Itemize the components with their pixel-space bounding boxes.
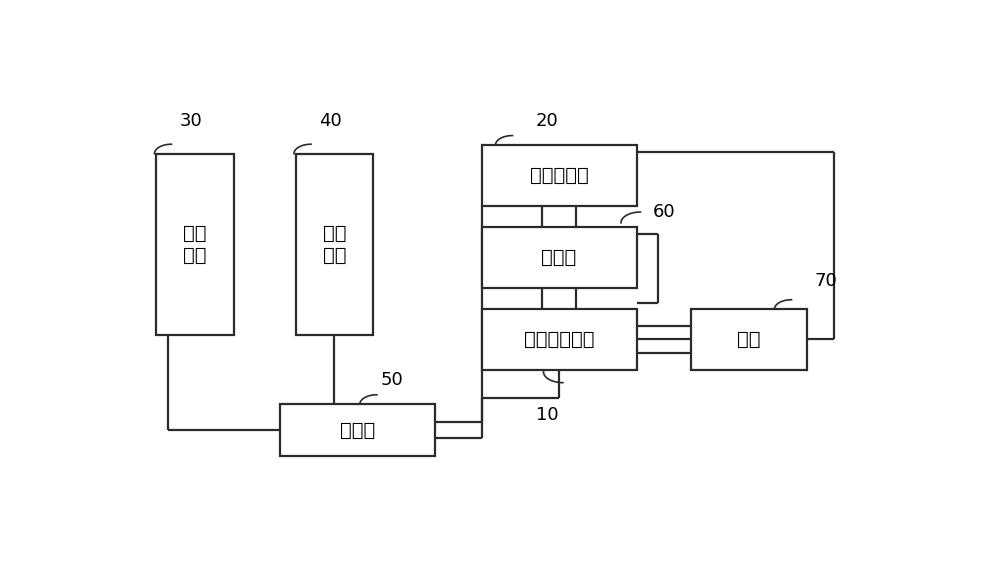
Text: 发动机: 发动机 [541,248,577,267]
Text: 30: 30 [180,112,202,130]
FancyBboxPatch shape [482,309,637,370]
Text: 60: 60 [652,203,675,221]
FancyBboxPatch shape [691,309,807,370]
FancyBboxPatch shape [156,154,234,335]
FancyBboxPatch shape [482,227,637,288]
Text: 70: 70 [815,272,838,290]
Text: 20: 20 [536,112,559,130]
Text: 电磁离合水泵: 电磁离合水泵 [524,330,594,349]
Text: 电子节温器: 电子节温器 [530,166,588,185]
Text: 50: 50 [381,371,404,389]
FancyBboxPatch shape [280,404,435,456]
Text: 电控
风扇: 电控 风扇 [322,224,346,265]
Text: 10: 10 [536,406,559,424]
Text: 控制器: 控制器 [340,421,375,440]
Text: 水箱: 水箱 [737,330,761,349]
FancyBboxPatch shape [482,145,637,205]
FancyBboxPatch shape [296,154,373,335]
Text: 40: 40 [319,112,342,130]
Text: 主动
格栅: 主动 格栅 [183,224,207,265]
